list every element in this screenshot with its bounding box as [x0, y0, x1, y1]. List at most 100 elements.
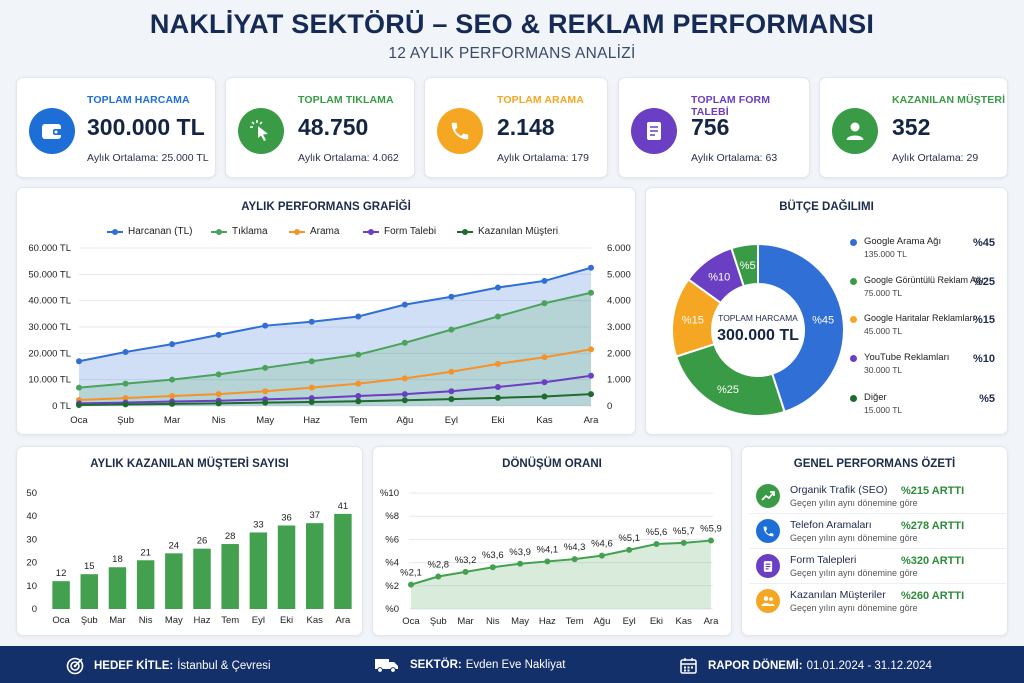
- slice-label: %15: [682, 315, 704, 327]
- page-subtitle: 12 AYLIK PERFORMANS ANALİZİ: [388, 45, 636, 62]
- kpi-label: TOPLAM TIKLAMA: [298, 94, 394, 106]
- series-line: [78, 266, 592, 363]
- slice-label: %45: [812, 315, 834, 327]
- kpi-value: 300.000 TL: [87, 114, 205, 140]
- series-area: [79, 292, 591, 406]
- kpi-value: 2.148: [497, 114, 555, 140]
- y-tick-label: 10: [26, 581, 37, 592]
- data-point: [462, 568, 469, 575]
- x-tick-label: Oca: [402, 616, 420, 627]
- data-point: [653, 541, 660, 548]
- data-point: [435, 573, 442, 580]
- y-tick-label: %4: [385, 558, 399, 569]
- data-label: %2,1: [400, 568, 422, 579]
- data-point: [588, 264, 594, 271]
- y-tick-label: 0: [32, 604, 37, 615]
- legend-dot: [850, 278, 857, 285]
- summary-row-title: Form Talepleri: [790, 554, 857, 566]
- phone-icon: [437, 108, 483, 154]
- summary-row-title: Kazanılan Müşteriler: [790, 589, 886, 601]
- data-label: %5,6: [646, 527, 668, 538]
- data-point: [169, 392, 176, 399]
- data-point: [215, 331, 222, 338]
- slice-label: %5: [740, 260, 756, 272]
- summary-row: Organik Trafik (SEO) Geçen yılın aynı dö…: [750, 480, 1006, 514]
- data-point: [355, 313, 362, 320]
- x-tick-label: May: [256, 415, 274, 426]
- data-point: [76, 401, 82, 408]
- bar-value-label: 21: [140, 547, 151, 558]
- x-tick-label: Mar: [164, 415, 180, 426]
- data-point: [588, 346, 594, 353]
- budget-item-amount: 75.000 TL: [864, 288, 903, 298]
- legend-dot: [850, 355, 857, 362]
- budget-item-amount: 30.000 TL: [864, 365, 903, 375]
- kpi-value: 756: [691, 114, 730, 140]
- data-point: [626, 546, 633, 553]
- data-label: %3,2: [455, 555, 477, 566]
- x-tick-label: Kas: [307, 615, 324, 626]
- data-label: %5,7: [673, 526, 695, 537]
- bar-value-label: 15: [84, 561, 95, 572]
- performance-line-chart: 0 TL 10.000 TL 20.000 TL 30.000 TL 40.000 TL…: [28, 243, 631, 426]
- y-left-tick-label: 0 TL: [52, 401, 71, 412]
- data-point: [494, 394, 501, 401]
- data-point: [262, 399, 269, 406]
- series-area: [79, 267, 591, 406]
- budget-item-name: Google Arama Ağı: [864, 236, 942, 247]
- phone-icon: [756, 519, 780, 543]
- bar-value-label: 18: [112, 554, 123, 565]
- data-point: [408, 581, 414, 588]
- budget-item-amount: 45.000 TL: [864, 326, 903, 336]
- bar: [52, 581, 70, 609]
- data-label: %3,9: [509, 547, 531, 558]
- budget-item-name: Google Görüntülü Reklam Ağı: [864, 275, 984, 285]
- summary-row-title: Organik Trafik (SEO): [790, 484, 888, 496]
- x-tick-label: Ağu: [396, 415, 413, 426]
- x-tick-label: Eki: [491, 415, 504, 426]
- kpi-card-total-spend: TOPLAM HARCAMA 300.000 TL Aylık Ortalama…: [16, 77, 216, 178]
- x-tick-label: Ara: [336, 615, 352, 626]
- summary-row-title: Telefon Aramaları: [790, 519, 872, 531]
- bar: [221, 544, 239, 609]
- x-tick-label: Mar: [109, 615, 125, 626]
- x-tick-label: Şub: [430, 616, 447, 627]
- budget-distribution-card: BÜTÇE DAĞILIMI %45 %25 %15 %10 %5 TOPLAM HAR…: [645, 187, 1008, 435]
- x-tick-label: Şub: [117, 415, 134, 426]
- x-tick-label: Mar: [457, 616, 473, 627]
- y-right-tick-label: 6.000: [607, 243, 631, 254]
- y-tick-label: %0: [385, 604, 399, 615]
- data-point: [308, 384, 315, 391]
- conversion-line: [410, 539, 712, 586]
- bar-value-label: 33: [253, 519, 264, 530]
- conversion-rate-card: DÖNÜŞÜM ORANI %0 %2 %4 %6 %8 %10 %2,1 Oca %2,8 Şu…: [372, 446, 732, 636]
- data-point: [494, 284, 501, 291]
- chart-title: AYLIK KAZANILAN MÜŞTERİ SAYISI: [90, 458, 289, 470]
- kpi-average: Aylık Ortalama: 179: [497, 152, 590, 164]
- data-label: %5,1: [618, 533, 640, 544]
- budget-donut-chart: %45 %25 %15 %10 %5: [671, 242, 845, 417]
- bar: [249, 532, 268, 609]
- bar-value-label: 36: [281, 512, 292, 523]
- summary-row-value: %278 ARTTI: [901, 520, 965, 532]
- data-point: [122, 349, 129, 356]
- data-point: [571, 556, 578, 563]
- trend-up-icon: [756, 484, 780, 508]
- data-point: [262, 388, 269, 395]
- kpi-average: Aylık Ortalama: 29: [892, 152, 979, 164]
- data-point: [680, 539, 687, 546]
- bar-value-label: 37: [309, 510, 320, 521]
- donut-center-label: TOPLAM HARCAMA: [718, 313, 798, 323]
- series-line: [78, 393, 592, 406]
- donut-slice: [674, 342, 786, 417]
- x-tick-label: Tem: [566, 616, 584, 627]
- kpi-label: TOPLAM FORM TALEBİ: [691, 94, 771, 118]
- data-point: [308, 358, 315, 365]
- data-point: [169, 400, 176, 407]
- y-left-tick-label: 50.000 TL: [28, 269, 71, 280]
- summary-row: Kazanılan Müşteriler Geçen yılın aynı dö…: [750, 585, 1006, 619]
- chart-title: AYLIK PERFORMANS GRAFİĞİ: [241, 201, 411, 213]
- kpi-label: TOPLAM HARCAMA: [87, 94, 190, 106]
- budget-title: BÜTÇE DAĞILIMI: [779, 201, 874, 213]
- x-tick-label: Oca: [70, 415, 88, 426]
